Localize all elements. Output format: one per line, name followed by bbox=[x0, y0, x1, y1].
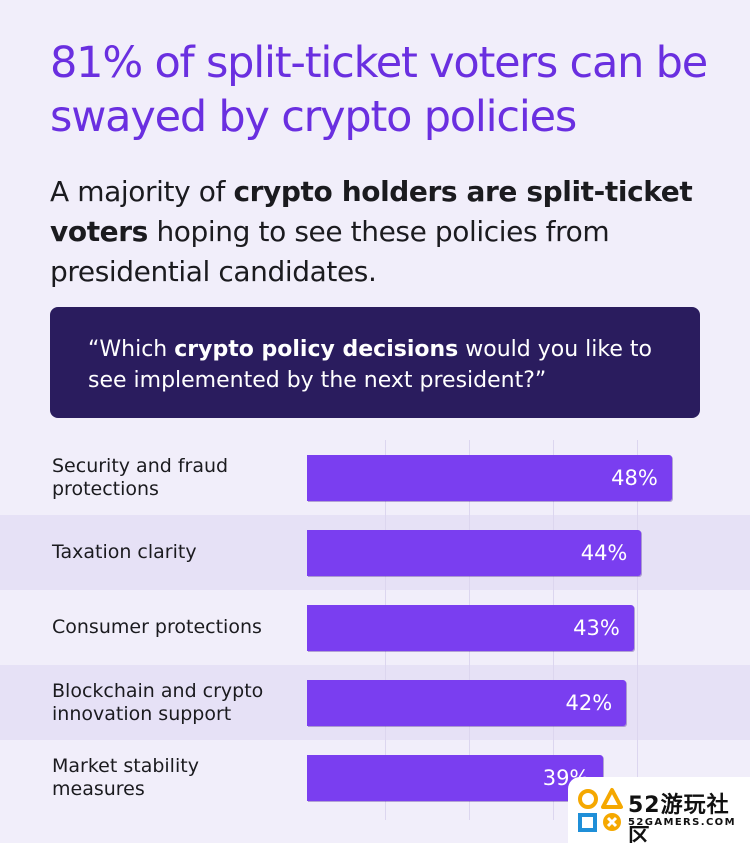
category-label: Market stability measures bbox=[52, 754, 199, 800]
bar-value-label: 42% bbox=[565, 691, 613, 715]
gamepad-symbols-icon bbox=[578, 788, 623, 832]
watermark-logo: 52游玩社区 52GAMERS.COM bbox=[568, 777, 750, 843]
chart-row: Security and fraud protections 48% bbox=[0, 440, 750, 515]
chart-row: Taxation clarity 44% bbox=[0, 515, 750, 590]
grid-line bbox=[637, 440, 638, 820]
bar-value-label: 43% bbox=[573, 616, 620, 640]
bar-value-label: 44% bbox=[580, 541, 628, 565]
chart-row: Consumer protections 43% bbox=[0, 590, 750, 665]
category-label: Consumer protections bbox=[52, 616, 262, 638]
category-label: Taxation clarity bbox=[52, 541, 197, 563]
question-bold: crypto policy decisions bbox=[174, 337, 459, 362]
bar-chart: Security and fraud protections 48% Taxatio… bbox=[0, 440, 750, 843]
subhead-part1: A majority of bbox=[50, 175, 234, 208]
bar: 44% bbox=[307, 530, 642, 576]
subheadline: A majority of crypto holders are split-t… bbox=[50, 172, 710, 292]
bar: 48% bbox=[307, 455, 672, 501]
category-label: Security and fraud protections bbox=[52, 454, 229, 500]
bar: 39% bbox=[307, 755, 604, 801]
chart-row: Market stability measures 39% bbox=[0, 740, 750, 815]
bar-value-label: 48% bbox=[611, 466, 658, 490]
question-box: “Which crypto policy decisions would you… bbox=[50, 307, 700, 418]
chart-row: Blockchain and crypto innovation support… bbox=[0, 665, 750, 740]
bar: 43% bbox=[307, 605, 634, 651]
bar: 42% bbox=[307, 680, 627, 726]
subhead-part2: hoping to see these policies from presid… bbox=[50, 215, 610, 288]
watermark-brand: 52游玩社区 bbox=[628, 793, 730, 843]
headline: 81% of split-ticket voters can be swayed… bbox=[50, 38, 708, 142]
subhead-bold: crypto holders are split-ticket voters bbox=[50, 175, 693, 248]
category-label: Blockchain and crypto innovation support bbox=[52, 679, 264, 725]
question-part2: would you like to see implemented by the… bbox=[88, 337, 652, 393]
question-part1: “Which bbox=[88, 337, 175, 362]
watermark-domain: 52GAMERS.COM bbox=[628, 817, 736, 828]
